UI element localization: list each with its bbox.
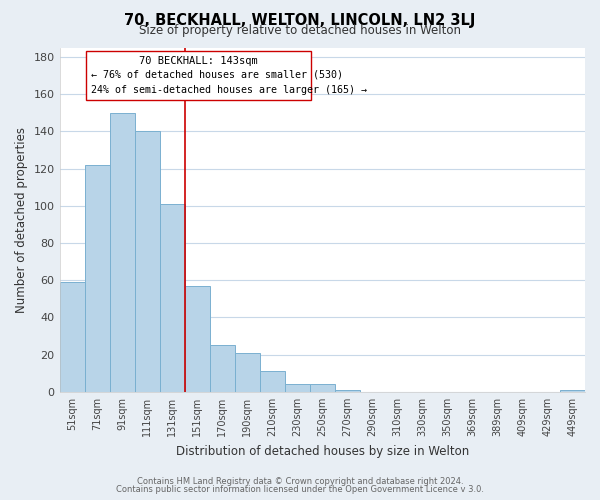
Bar (235, 353, 260, 392)
Bar (85, 165, 110, 392)
Text: Contains HM Land Registry data © Crown copyright and database right 2024.: Contains HM Land Registry data © Crown c… (137, 477, 463, 486)
Bar (560, 390, 585, 392)
Bar (260, 372, 285, 392)
Y-axis label: Number of detached properties: Number of detached properties (15, 126, 28, 312)
Bar (209, 346, 235, 392)
Bar (160, 204, 185, 392)
Bar (110, 112, 134, 392)
Bar (59, 282, 85, 392)
Bar (134, 132, 160, 392)
Text: 70 BECKHALL: 143sqm: 70 BECKHALL: 143sqm (139, 56, 258, 66)
X-axis label: Distribution of detached houses by size in Welton: Distribution of detached houses by size … (176, 444, 469, 458)
Text: 70, BECKHALL, WELTON, LINCOLN, LN2 3LJ: 70, BECKHALL, WELTON, LINCOLN, LN2 3LJ (124, 12, 476, 28)
Text: Size of property relative to detached houses in Welton: Size of property relative to detached ho… (139, 24, 461, 37)
Text: Contains public sector information licensed under the Open Government Licence v : Contains public sector information licen… (116, 485, 484, 494)
Text: ← 76% of detached houses are smaller (530): ← 76% of detached houses are smaller (53… (91, 70, 343, 80)
Bar (335, 390, 360, 392)
Bar (310, 384, 335, 392)
Bar (285, 384, 310, 392)
FancyBboxPatch shape (86, 51, 311, 100)
Text: 24% of semi-detached houses are larger (165) →: 24% of semi-detached houses are larger (… (91, 84, 367, 94)
Bar (185, 286, 209, 392)
